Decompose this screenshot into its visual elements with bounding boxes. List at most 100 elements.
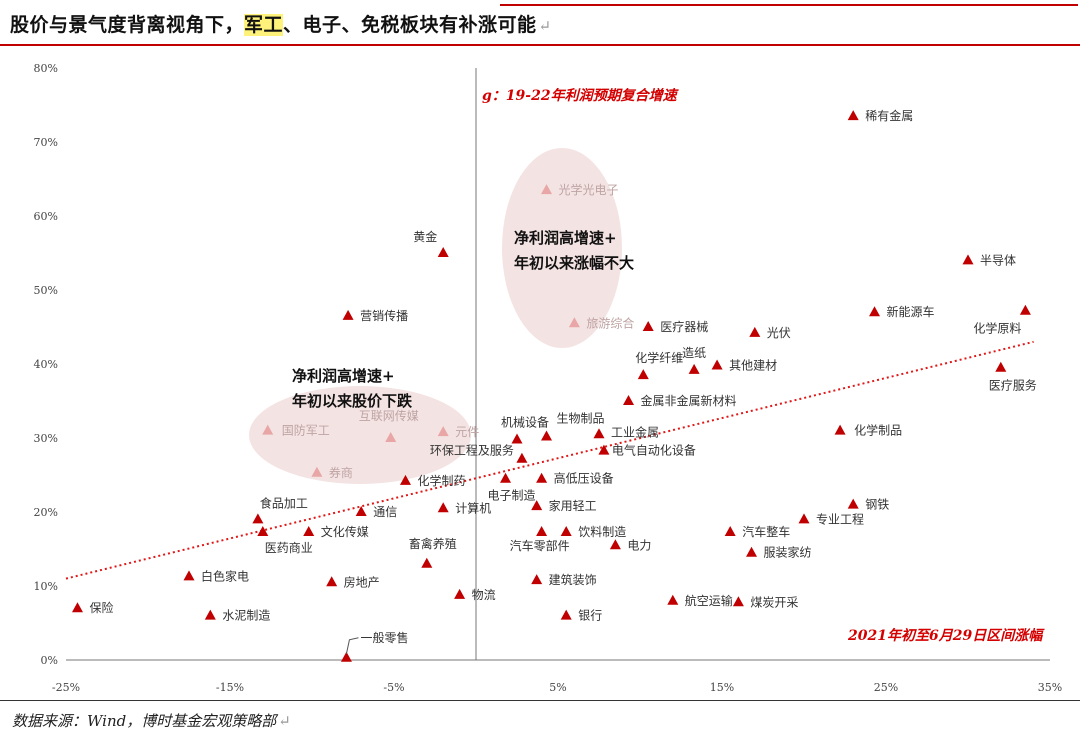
data-point-label: 其他建材 — [729, 358, 777, 372]
data-point-label: 电气自动化设备 — [612, 443, 696, 458]
data-point-label: 服装家纺 — [764, 545, 812, 560]
data-point-marker — [421, 557, 433, 568]
data-point-label: 金属非金属新材料 — [641, 393, 737, 408]
y-tick-label: 70% — [34, 136, 58, 149]
annotation-defense-line1: 净利润高增速+ — [292, 367, 395, 385]
data-point-label: 化学原料 — [973, 321, 1021, 336]
data-point-label: 一般零售 — [360, 630, 408, 645]
data-point-label: 汽车整车 — [742, 524, 790, 539]
data-point-marker — [311, 466, 323, 477]
data-point-marker — [262, 424, 274, 435]
data-point-marker — [454, 588, 466, 599]
y-tick-label: 20% — [34, 506, 58, 519]
highlight-ellipse-electronics — [502, 148, 622, 348]
data-point-label: 房地产 — [344, 574, 380, 589]
data-point-label: 化学制品 — [854, 423, 902, 438]
data-point-marker — [355, 506, 367, 516]
data-point-marker — [560, 525, 572, 536]
data-point-marker — [598, 444, 610, 455]
data-point-marker — [204, 609, 216, 620]
data-point-marker — [798, 513, 810, 524]
data-point-label: 半导体 — [980, 253, 1016, 267]
paragraph-mark-icon: ↵ — [278, 712, 291, 730]
data-point-marker — [869, 306, 881, 317]
title-highlight: 军工 — [244, 14, 284, 36]
data-point-marker — [536, 525, 548, 536]
data-point-marker — [609, 539, 621, 550]
data-point-label: 汽车零部件 — [510, 538, 570, 553]
data-point-marker — [724, 525, 736, 536]
data-point-label: 旅游综合 — [586, 315, 634, 330]
data-point-marker — [847, 110, 859, 121]
data-point-label: 文化传媒 — [321, 524, 369, 539]
data-point-marker — [437, 247, 449, 257]
data-point-label: 通信 — [373, 505, 397, 519]
data-point-marker — [536, 472, 548, 483]
data-point-marker — [511, 433, 523, 444]
y-tick-label: 60% — [34, 210, 58, 223]
data-point-marker — [637, 369, 649, 380]
data-point-marker — [303, 525, 315, 536]
data-point-label: 化学制药 — [417, 473, 465, 488]
y-tick-label: 50% — [34, 284, 58, 297]
data-point-marker — [326, 576, 338, 587]
data-point-label: 高低压设备 — [554, 471, 614, 486]
data-point-marker — [847, 498, 859, 509]
data-point-label: 计算机 — [455, 500, 491, 515]
data-point-label: 生物制品 — [557, 412, 605, 426]
data-point-label: 国防军工 — [282, 423, 330, 438]
data-point-label: 钢铁 — [865, 498, 889, 512]
y-tick-label: 80% — [34, 62, 58, 75]
source-text: 数据来源：Wind，博时基金宏观策略部 — [12, 712, 277, 730]
x-tick-label: -5% — [383, 681, 404, 694]
data-point-label: 畜禽养殖 — [409, 536, 457, 551]
y-tick-label: 0% — [41, 654, 58, 667]
annotation-electronics-line2: 年初以来涨幅不大 — [514, 254, 634, 272]
x-tick-label: -25% — [52, 681, 80, 694]
title-bar: 股价与景气度背离视角下，军工、电子、免税板块有补涨可能 ↵ — [0, 0, 1080, 44]
data-point-marker — [732, 596, 744, 607]
data-point-marker — [500, 472, 512, 483]
y-tick-label: 10% — [34, 580, 58, 593]
annotation-defense-line2: 年初以来股价下跌 — [292, 392, 413, 410]
data-point-marker — [1019, 304, 1031, 315]
data-point-label: 航空运输 — [685, 593, 733, 608]
x-tick-label: 35% — [1038, 681, 1062, 694]
data-point-label: 建筑装饰 — [549, 572, 597, 587]
data-point-label: 券商 — [329, 465, 353, 480]
data-point-marker — [541, 184, 553, 195]
data-point-label: 煤炭开采 — [750, 595, 798, 609]
data-point-label: 营销传播 — [360, 308, 408, 323]
data-point-label: 医疗服务 — [989, 378, 1037, 393]
y-tick-label: 30% — [34, 432, 58, 445]
label-leader-line — [345, 637, 359, 654]
data-point-label: 专业工程 — [816, 511, 864, 526]
data-point-marker — [593, 428, 605, 439]
data-point-label: 白色家电 — [201, 568, 249, 583]
data-point-label: 保险 — [89, 600, 113, 615]
x-tick-label: 15% — [710, 681, 734, 694]
data-point-marker — [340, 651, 352, 662]
x-axis-annotation: 2021年初至6月29日区间涨幅 — [847, 627, 1045, 644]
data-point-marker — [834, 424, 846, 435]
data-point-label: 光伏 — [767, 326, 791, 340]
data-point-marker — [541, 430, 553, 441]
paragraph-mark-icon: ↵ — [538, 17, 552, 35]
data-point-label: 化学纤维 — [635, 350, 683, 365]
data-point-label: 银行 — [578, 609, 602, 623]
title-underline — [0, 44, 1080, 46]
data-point-marker — [71, 602, 83, 613]
data-point-marker — [560, 609, 572, 620]
data-point-label: 电力 — [627, 538, 651, 552]
data-point-marker — [749, 326, 761, 337]
data-point-marker — [995, 361, 1007, 372]
data-point-marker — [183, 570, 195, 581]
data-point-label: 家用轻工 — [549, 498, 597, 513]
data-point-marker — [568, 317, 580, 328]
data-point-label: 元件 — [455, 425, 479, 439]
data-point-label: 新能源车 — [887, 304, 935, 319]
data-point-label: 饮料制造 — [578, 525, 626, 539]
data-point-label: 稀有金属 — [865, 108, 913, 123]
y-axis-annotation: g：19-22年利润预期复合增速 — [482, 87, 680, 104]
